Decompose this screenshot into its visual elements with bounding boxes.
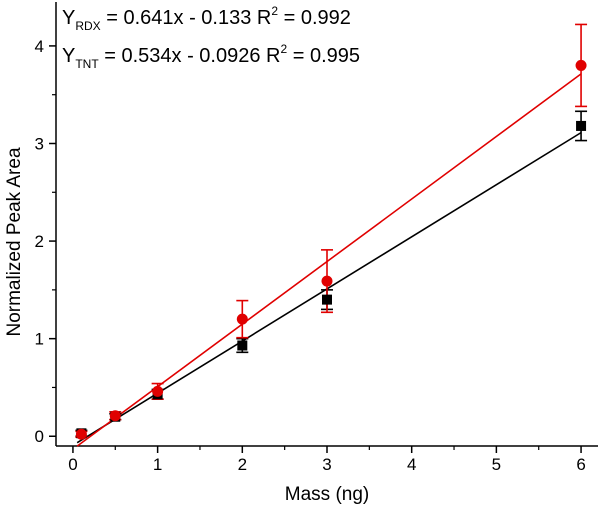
y-tick-label: 2 [35, 232, 44, 251]
rdx-eq-mid: = 0.641x - 0.133 R [101, 7, 272, 29]
y-tick-label: 1 [35, 330, 44, 349]
tnt-point [322, 294, 332, 305]
tnt-equation: YTNT = 0.534x - 0.0926 R2 = 0.995 [62, 42, 360, 71]
y-tick-label: 0 [35, 427, 44, 446]
error-bars [75, 23, 588, 439]
x-tick-label: 2 [238, 455, 247, 474]
rdx-equation: YRDX = 0.641x - 0.133 R2 = 0.992 [62, 4, 351, 33]
rdx-eq-sup: 2 [271, 4, 278, 18]
x-axis-title: Mass (ng) [285, 484, 369, 505]
tnt-eq-mid: = 0.534x - 0.0926 R [99, 45, 281, 67]
rdx-point [236, 313, 248, 325]
axis-ticks: 0 1 2 3 4 5 6 0 1 2 3 4 [35, 37, 586, 474]
rdx-point [575, 59, 587, 71]
x-tick-label: 1 [153, 455, 162, 474]
rdx-eq-tail: = 0.992 [278, 7, 351, 29]
rdx-eq-sub: RDX [75, 19, 100, 33]
rdx-point [109, 410, 121, 422]
rdx-eq-y: Y [62, 7, 75, 29]
y-axis-title: Normalized Peak Area [4, 147, 25, 336]
rdx-point [321, 275, 333, 287]
x-tick-label: 5 [492, 455, 501, 474]
y-tick-label: 4 [35, 37, 44, 56]
tnt-point [576, 120, 587, 131]
tnt-eq-tail: = 0.995 [287, 45, 360, 67]
tnt-eq-sub: TNT [75, 57, 99, 71]
x-tick-label: 0 [68, 455, 77, 474]
rdx-point [75, 428, 87, 440]
data-markers [75, 59, 587, 440]
y-tick-label: 3 [35, 134, 44, 153]
rdx-point [152, 385, 164, 397]
tnt-eq-y: Y [62, 45, 75, 67]
tnt-point [237, 340, 248, 351]
x-tick-label: 6 [576, 455, 585, 474]
x-tick-label: 4 [407, 455, 416, 474]
plot-area [55, 2, 598, 447]
x-tick-label: 3 [322, 455, 331, 474]
tnt-eq-sup: 2 [280, 42, 287, 56]
